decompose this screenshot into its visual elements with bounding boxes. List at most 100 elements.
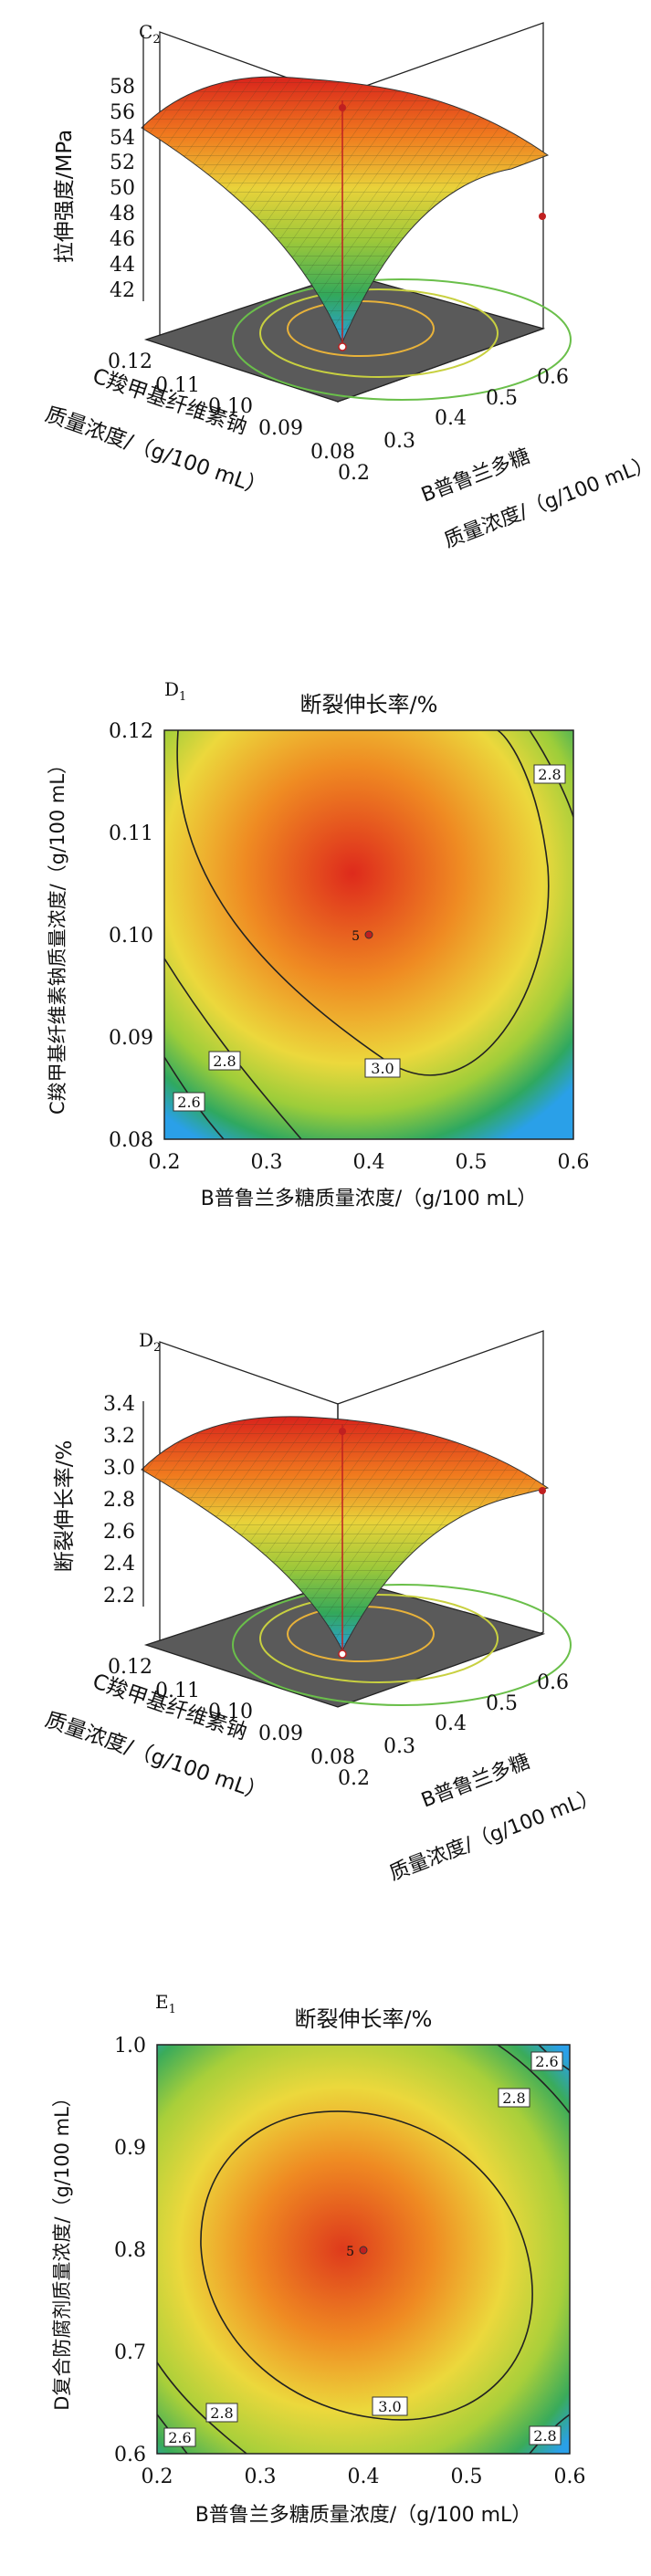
contour-labels: 2.8 2.8 2.6 3.0 bbox=[173, 764, 566, 1112]
panel-tag-e1: E1 bbox=[155, 1991, 176, 2016]
contour-label: 2.8 bbox=[213, 1052, 236, 1070]
z-tick: 2.4 bbox=[103, 1553, 135, 1576]
left-tick: 0.09 bbox=[258, 417, 303, 440]
panel-tag-d2: D2 bbox=[139, 1329, 161, 1355]
right-tick: 0.2 bbox=[338, 462, 370, 485]
contour-2.8-upper bbox=[497, 2045, 570, 2114]
surface-chart-c2: C2 58 56 54 52 50 48 46 44 42 拉伸强度/MPa 0… bbox=[42, 21, 651, 553]
contour-label: 2.6 bbox=[168, 2429, 191, 2446]
z-tick: 56 bbox=[110, 101, 135, 124]
right-tick: 0.3 bbox=[383, 1735, 415, 1758]
center-point bbox=[364, 930, 373, 939]
right-axis-label-line1: B普鲁兰多糖 bbox=[418, 1750, 533, 1812]
x-tick: 0.6 bbox=[554, 2466, 586, 2488]
surface-mesh bbox=[142, 1416, 548, 1650]
chart-title: 断裂伸长率/% bbox=[295, 2006, 433, 2032]
z-axis-label: 断裂伸长率/% bbox=[53, 1440, 77, 1573]
right-axis-ticks: 0.6 0.5 0.4 0.3 0.2 bbox=[338, 366, 569, 485]
x-tick: 0.2 bbox=[142, 2466, 173, 2488]
surface-chart-d2: D2 3.4 3.2 3.0 2.8 2.6 2.4 2.2 断裂伸长率/% 0… bbox=[42, 1329, 602, 1886]
chart-title: 断裂伸长率/% bbox=[300, 692, 438, 717]
design-point-edge bbox=[539, 213, 546, 220]
contour-label: 2.8 bbox=[538, 766, 561, 783]
z-tick: 50 bbox=[110, 177, 135, 200]
z-axis-label: 拉伸强度/MPa bbox=[53, 130, 77, 264]
right-tick: 0.6 bbox=[537, 366, 569, 389]
x-tick: 0.5 bbox=[451, 2466, 483, 2488]
z-tick: 44 bbox=[110, 254, 135, 277]
contour-label-box bbox=[364, 1058, 401, 1078]
panel-tag-d1: D1 bbox=[164, 678, 186, 704]
x-tick: 0.3 bbox=[251, 1151, 283, 1174]
y-tick: 0.11 bbox=[109, 822, 153, 845]
z-ticks: 58 56 54 52 50 48 46 44 42 bbox=[110, 76, 135, 302]
contour-2.8-lower bbox=[157, 2361, 247, 2454]
z-tick: 48 bbox=[110, 203, 135, 225]
x-tick: 0.5 bbox=[456, 1151, 488, 1174]
x-ticks: 0.2 0.3 0.4 0.5 0.6 bbox=[142, 2466, 586, 2488]
right-tick: 0.4 bbox=[435, 407, 467, 430]
z-tick: 3.4 bbox=[103, 1393, 135, 1416]
z-tick: 46 bbox=[110, 228, 135, 251]
z-tick: 2.2 bbox=[103, 1585, 135, 1607]
surface-mesh bbox=[142, 77, 548, 342]
y-tick: 1.0 bbox=[114, 2035, 146, 2058]
z-tick: 3.2 bbox=[103, 1425, 135, 1448]
left-tick: 0.12 bbox=[108, 351, 152, 373]
y-tick: 0.8 bbox=[114, 2239, 146, 2262]
y-tick: 0.6 bbox=[114, 2444, 146, 2466]
z-ticks: 3.4 3.2 3.0 2.8 2.6 2.4 2.2 bbox=[103, 1393, 135, 1607]
floor-contour bbox=[232, 1584, 572, 1706]
y-tick: 0.08 bbox=[109, 1129, 153, 1152]
y-tick: 0.09 bbox=[109, 1027, 153, 1050]
contour-label: 3.0 bbox=[371, 1060, 394, 1077]
right-tick: 0.5 bbox=[486, 1692, 518, 1715]
contour-label: 2.8 bbox=[533, 2427, 556, 2445]
y-ticks: 0.12 0.11 0.10 0.09 0.08 bbox=[109, 720, 153, 1152]
x-axis-label: B普鲁兰多糖质量浓度/（g/100 mL） bbox=[201, 1188, 538, 1210]
contour-3.0 bbox=[200, 2110, 533, 2421]
x-tick: 0.6 bbox=[558, 1151, 590, 1174]
floor-contour bbox=[259, 1594, 499, 1683]
contour-label: 2.6 bbox=[535, 2053, 558, 2070]
contour-3.0 bbox=[176, 730, 550, 1076]
y-ticks: 1.0 0.9 0.8 0.7 0.6 bbox=[114, 2035, 146, 2466]
design-point-top bbox=[339, 104, 346, 111]
x-tick: 0.4 bbox=[353, 1151, 385, 1174]
left-axis-ticks: 0.12 0.11 0.10 0.09 0.08 bbox=[108, 351, 355, 464]
contour-labels: 2.6 2.8 2.8 2.6 3.0 2.8 bbox=[163, 2051, 563, 2447]
plot-frame bbox=[156, 2044, 571, 2455]
z-tick: 54 bbox=[110, 127, 135, 150]
floor-contour bbox=[232, 278, 572, 401]
center-point-label: 5 bbox=[346, 2245, 354, 2259]
y-tick: 0.7 bbox=[114, 2341, 146, 2364]
contour-label-box bbox=[498, 2088, 530, 2108]
contour-label-box bbox=[173, 1092, 205, 1112]
z-tick: 2.8 bbox=[103, 1489, 135, 1512]
left-axis-ticks: 0.12 0.11 0.10 0.09 0.08 bbox=[108, 1656, 355, 1769]
right-axis-label-line1: B普鲁兰多糖 bbox=[418, 445, 533, 507]
contour-label: 3.0 bbox=[378, 2398, 401, 2415]
left-tick: 0.10 bbox=[208, 395, 253, 418]
right-tick: 0.4 bbox=[435, 1712, 467, 1735]
design-point-floor bbox=[338, 342, 347, 351]
y-axis-label: D复合防腐剂质量浓度/（g/100 mL） bbox=[51, 2088, 73, 2411]
right-axis-ticks: 0.6 0.5 0.4 0.3 0.2 bbox=[338, 1671, 569, 1790]
contour-label-box bbox=[208, 1051, 241, 1071]
y-axis-label: C羧甲基纤维素钠质量浓度/（g/100 mL） bbox=[47, 755, 68, 1115]
contour-label: 2.8 bbox=[210, 2404, 233, 2422]
right-tick: 0.2 bbox=[338, 1767, 370, 1790]
contour-chart-d1: D1 断裂伸长率/% 2.8 2.8 2.6 3.0 5 0.2 0.3 0.4… bbox=[47, 678, 590, 1210]
contour-label: 2.8 bbox=[502, 2089, 525, 2107]
left-tick: 0.09 bbox=[258, 1723, 303, 1745]
x-tick: 0.4 bbox=[348, 2466, 380, 2488]
contour-chart-e1: E1 断裂伸长率/% 2.6 2.8 2.8 2.6 3.0 2.8 5 0.2… bbox=[51, 1991, 586, 2527]
x-axis-label: B普鲁兰多糖质量浓度/（g/100 mL） bbox=[195, 2504, 532, 2527]
plot-frame bbox=[163, 729, 574, 1140]
z-tick: 42 bbox=[110, 279, 135, 302]
z-tick: 3.0 bbox=[103, 1457, 135, 1480]
contour-label-box bbox=[529, 2425, 562, 2445]
right-tick: 0.3 bbox=[383, 430, 415, 453]
design-point-top bbox=[339, 1428, 346, 1435]
floor-contour bbox=[259, 288, 499, 378]
